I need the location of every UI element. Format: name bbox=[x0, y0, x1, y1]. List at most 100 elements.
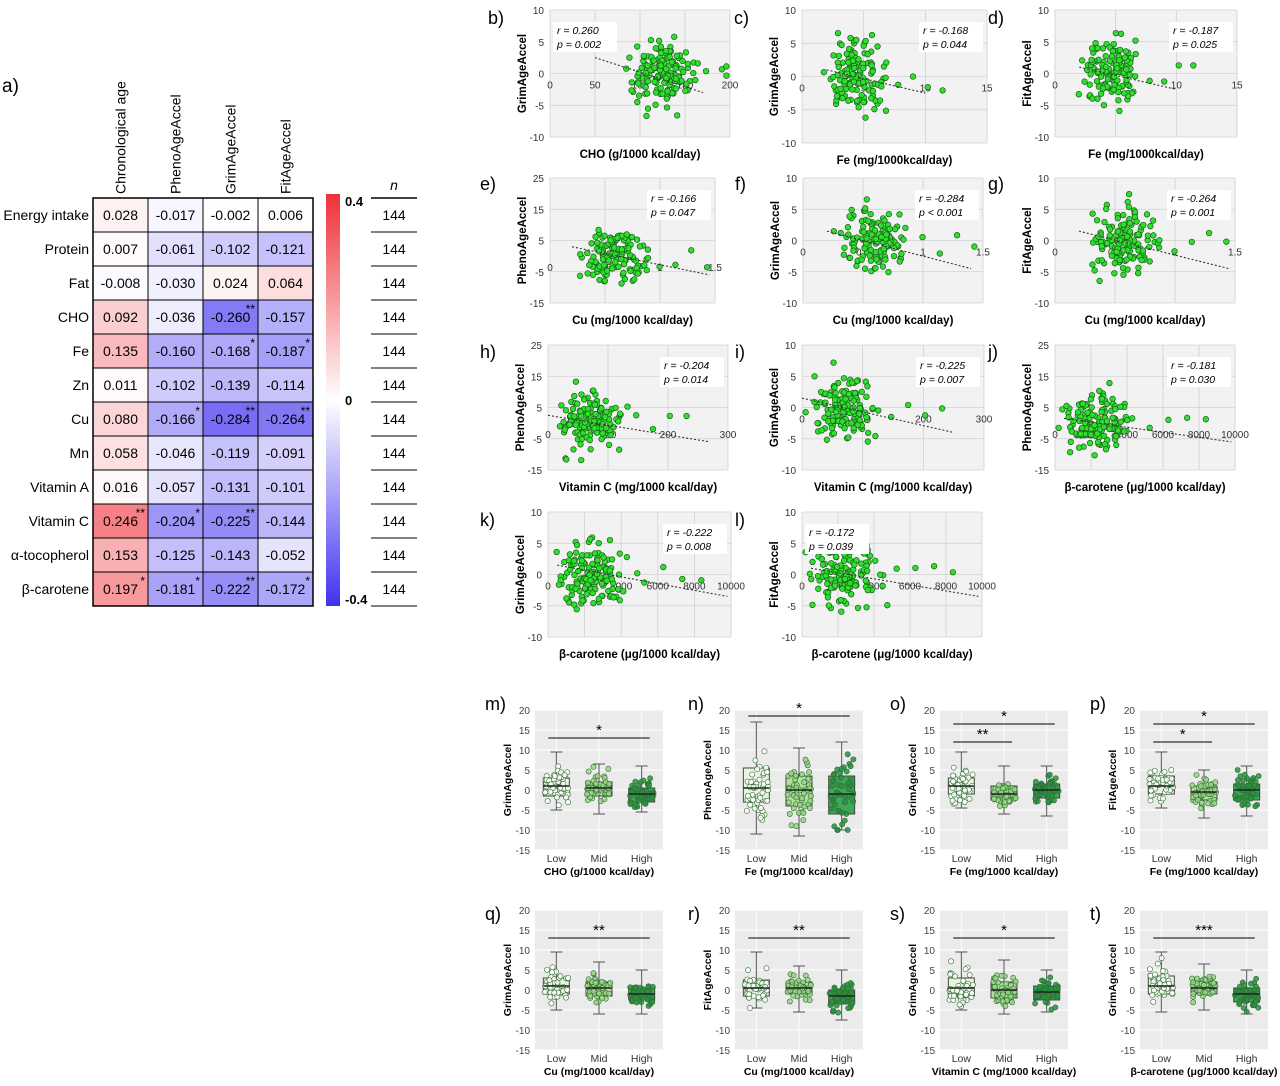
data-point bbox=[591, 425, 598, 432]
data-point bbox=[1171, 248, 1178, 255]
data-point bbox=[599, 430, 606, 437]
data-point bbox=[859, 79, 867, 86]
data-point bbox=[1049, 784, 1056, 791]
data-point bbox=[590, 387, 597, 394]
cell-value: -0.101 bbox=[266, 479, 306, 495]
data-point bbox=[672, 261, 679, 268]
y-tick-label: 20 bbox=[1124, 906, 1136, 917]
significance-stars: * bbox=[195, 506, 200, 520]
data-point bbox=[652, 89, 660, 96]
x-tick-label: 0.5 bbox=[856, 248, 870, 259]
data-point bbox=[1096, 277, 1103, 285]
x-axis-label: Vitamin C (mg/1000 kcal/day) bbox=[559, 482, 717, 494]
y-tick-label: -10 bbox=[530, 133, 545, 144]
cell-value: 0.064 bbox=[268, 275, 303, 291]
data-point bbox=[595, 539, 602, 547]
data-point bbox=[601, 796, 608, 803]
data-point bbox=[864, 217, 872, 225]
y-tick-label: 5 bbox=[1043, 205, 1049, 216]
x-tick-label: High bbox=[1236, 1053, 1258, 1065]
x-tick-label: 200 bbox=[915, 415, 932, 426]
data-point bbox=[863, 196, 870, 203]
data-point bbox=[563, 794, 569, 801]
data-point bbox=[631, 276, 638, 283]
data-point bbox=[854, 604, 862, 612]
data-point bbox=[698, 577, 705, 584]
data-point bbox=[660, 563, 667, 571]
data-point bbox=[1236, 999, 1243, 1006]
data-point bbox=[750, 784, 757, 791]
data-point bbox=[1198, 799, 1205, 806]
data-point bbox=[841, 817, 848, 824]
data-point bbox=[830, 52, 837, 59]
data-point bbox=[834, 29, 842, 37]
x-tick-label: 8000 bbox=[683, 582, 706, 593]
data-point bbox=[618, 255, 625, 263]
x-axis-label: CHO (g/1000 kcal/day) bbox=[580, 149, 701, 161]
data-point bbox=[642, 69, 650, 77]
data-point bbox=[1098, 257, 1106, 264]
data-point bbox=[864, 586, 871, 594]
data-point bbox=[832, 801, 838, 808]
x-tick-label: Low bbox=[547, 1053, 567, 1065]
data-point bbox=[598, 405, 605, 412]
y-tick-label: -5 bbox=[521, 806, 530, 817]
data-point bbox=[649, 794, 656, 801]
p-value: p = 0.030 bbox=[1170, 374, 1215, 386]
data-point bbox=[814, 420, 821, 427]
y-tick-label: -5 bbox=[926, 1006, 935, 1017]
y-tick-label: -15 bbox=[516, 1046, 531, 1057]
data-point bbox=[663, 104, 671, 111]
data-point bbox=[1114, 65, 1121, 72]
data-point bbox=[848, 51, 855, 59]
data-point bbox=[858, 388, 865, 396]
data-point bbox=[615, 263, 622, 270]
y-tick-label: 20 bbox=[719, 706, 731, 717]
data-point bbox=[830, 1007, 837, 1014]
data-point bbox=[1032, 1000, 1038, 1007]
data-point bbox=[644, 254, 652, 262]
x-axis-label: Cu (mg/1000 kcal/day) bbox=[1085, 315, 1206, 327]
data-point bbox=[922, 412, 929, 419]
data-point bbox=[616, 550, 623, 557]
data-point bbox=[624, 403, 631, 410]
p-value: p = 0.001 bbox=[1170, 207, 1215, 219]
data-point bbox=[847, 34, 854, 42]
significance-stars: * bbox=[1001, 708, 1007, 725]
data-point bbox=[844, 827, 851, 833]
data-point bbox=[1125, 191, 1133, 198]
data-point bbox=[851, 390, 859, 397]
x-axis-label: Cu (mg/1000 kcal/day) bbox=[833, 315, 954, 327]
significance-stars: ** bbox=[301, 404, 311, 418]
data-point bbox=[544, 798, 551, 804]
y-tick-label: -5 bbox=[787, 106, 796, 117]
data-point bbox=[869, 68, 876, 75]
data-point bbox=[1126, 220, 1133, 227]
x-tick-label: 2000 bbox=[827, 582, 850, 593]
data-point bbox=[862, 577, 869, 584]
data-point bbox=[951, 791, 958, 798]
data-point bbox=[572, 378, 580, 385]
data-point bbox=[1089, 210, 1096, 217]
data-point bbox=[551, 989, 558, 996]
y-tick-label: 10 bbox=[1038, 6, 1050, 17]
data-point bbox=[905, 401, 912, 409]
significance-stars: ** bbox=[136, 506, 146, 520]
x-tick-label: 200 bbox=[660, 430, 677, 441]
data-point bbox=[830, 430, 838, 437]
data-point bbox=[761, 748, 768, 755]
x-tick-label: 0 bbox=[545, 430, 551, 441]
data-point bbox=[811, 398, 818, 406]
row-label: Vitamin A bbox=[30, 479, 90, 495]
data-point bbox=[671, 33, 678, 40]
data-point bbox=[563, 456, 570, 463]
data-point bbox=[659, 90, 666, 97]
x-axis-label: β-carotene (μg/1000 kcal/day) bbox=[1130, 1066, 1277, 1078]
y-tick-label: 0 bbox=[724, 786, 730, 797]
heatmap-cell bbox=[202, 333, 259, 369]
annotation-box bbox=[660, 357, 724, 387]
data-point bbox=[1075, 91, 1082, 98]
data-point bbox=[603, 267, 611, 274]
data-point bbox=[850, 790, 857, 797]
